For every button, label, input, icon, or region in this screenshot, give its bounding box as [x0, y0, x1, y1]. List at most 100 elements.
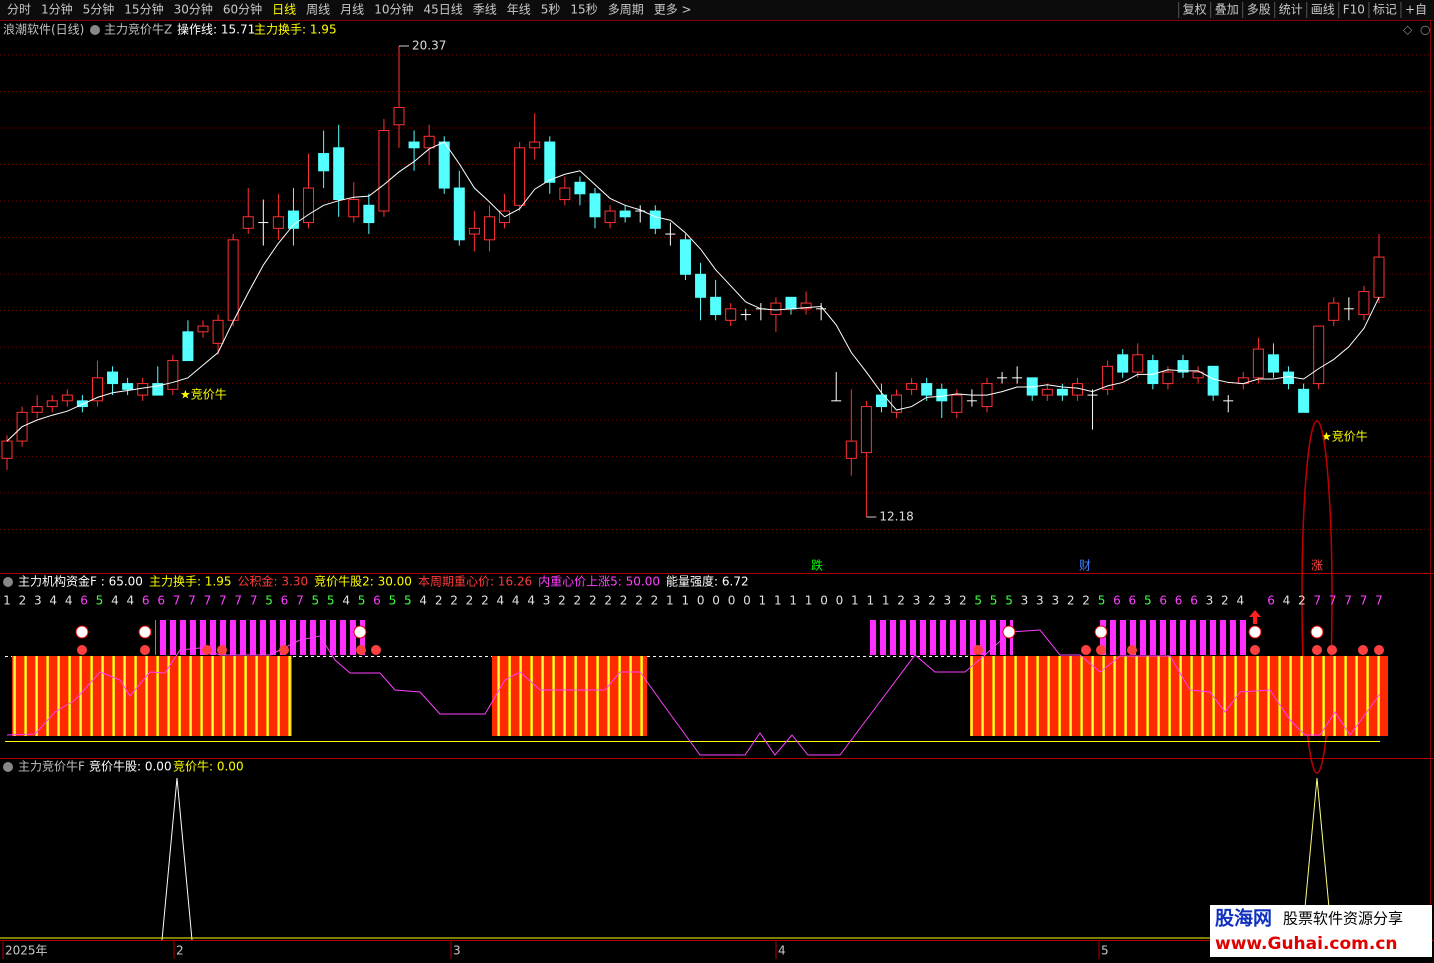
tab[interactable]: 季线: [473, 3, 497, 17]
digit: 1: [3, 594, 11, 608]
tab[interactable]: 更多 >: [654, 3, 692, 17]
body: [860, 406, 872, 454]
digit: 4: [111, 594, 119, 608]
body: [453, 187, 465, 241]
tab[interactable]: 15秒: [570, 3, 597, 17]
digit: 0: [820, 594, 828, 608]
body: [46, 400, 58, 408]
tab[interactable]: 多周期: [608, 3, 644, 17]
tool-button[interactable]: 统计: [1279, 3, 1303, 17]
digit: 2: [1067, 594, 1075, 608]
tab[interactable]: 30分钟: [174, 2, 213, 17]
body: [272, 216, 284, 229]
x-label: 4: [778, 944, 786, 958]
digit: 2: [635, 594, 643, 608]
body: [483, 216, 495, 241]
tab[interactable]: 分时: [7, 3, 31, 17]
tab[interactable]: 15分钟: [124, 2, 163, 17]
min-label: 12.18: [879, 510, 913, 524]
ball-icon: [1374, 645, 1384, 655]
icon: [3, 762, 13, 772]
magenta-bars: [1097, 620, 1247, 655]
up-arrow: [1249, 610, 1261, 624]
body: [1252, 348, 1264, 379]
tab[interactable]: 60分钟: [223, 2, 262, 17]
digit: 2: [651, 594, 659, 608]
digit: 6: [157, 594, 165, 608]
body: [363, 204, 375, 224]
digit: 2: [1221, 594, 1229, 608]
value-label: 竞价牛股: 0.00: [89, 759, 172, 774]
tab[interactable]: 1分钟: [41, 2, 73, 17]
ball-icon: [202, 645, 212, 655]
body: [1162, 371, 1174, 385]
signal-label: ★竞价牛: [180, 387, 227, 402]
digit: 6: [1190, 594, 1198, 608]
marker: 财: [1079, 559, 1091, 573]
body: [649, 210, 661, 229]
body: [348, 199, 360, 218]
candles: 20.37 12.18: [1, 39, 1385, 524]
marker: 涨: [1311, 558, 1323, 573]
spike: [1301, 777, 1333, 941]
highlight-ellipse: [1301, 420, 1333, 774]
watermark-url: www.Guhai.com.cn: [1215, 934, 1398, 954]
digit: 4: [527, 594, 535, 608]
body: [212, 319, 224, 344]
watermark-slogan: 股票软件资源分享: [1283, 910, 1403, 928]
tab[interactable]: 年线: [507, 3, 531, 17]
tab[interactable]: 45日线: [423, 3, 462, 17]
digit: 7: [219, 594, 227, 608]
body: [378, 130, 390, 212]
tool-button[interactable]: F10: [1343, 3, 1365, 17]
tool-button[interactable]: 复权: [1183, 3, 1207, 17]
digit: 2: [604, 594, 612, 608]
digit: 4: [65, 594, 73, 608]
tool-button[interactable]: 画线: [1311, 3, 1335, 17]
tool-button[interactable]: +自: [1405, 3, 1427, 17]
tab[interactable]: 5分钟: [83, 2, 115, 17]
digit: 5: [1144, 594, 1152, 608]
header-item: 竞价牛股2: 30.00: [314, 574, 412, 589]
body: [710, 296, 722, 316]
digit: 1: [681, 594, 689, 608]
tool-button[interactable]: 标记: [1373, 3, 1397, 17]
body: [107, 371, 119, 385]
digit: 5: [404, 594, 412, 608]
digit: 4: [49, 594, 57, 608]
digit: 1: [866, 594, 874, 608]
digit: 6: [373, 594, 381, 608]
tab[interactable]: 周线: [306, 3, 330, 17]
body: [61, 394, 73, 402]
body: [785, 296, 797, 310]
ball-icon: [77, 645, 87, 655]
tab[interactable]: 月线: [340, 3, 364, 17]
body: [318, 153, 330, 172]
tab[interactable]: 10分钟: [374, 2, 413, 17]
hot-zone: [12, 656, 292, 736]
body: [845, 440, 857, 459]
digit: 0: [712, 594, 720, 608]
digit: 6: [1159, 594, 1167, 608]
digit: 3: [913, 594, 921, 608]
header-item: 能量强度: 6.72: [666, 574, 749, 589]
digit: 4: [419, 594, 427, 608]
body: [906, 383, 918, 390]
tool-button[interactable]: 多股: [1247, 3, 1271, 17]
digit: 6: [1129, 594, 1137, 608]
indicator-name: 主力竞价牛Z: [104, 22, 172, 37]
digit: 3: [944, 594, 952, 608]
tab[interactable]: 5秒: [541, 3, 561, 17]
digit: 2: [466, 594, 474, 608]
body: [393, 107, 405, 126]
watermark-brand: 股海网: [1215, 907, 1272, 930]
tool-button[interactable]: 叠加: [1215, 3, 1239, 17]
body: [333, 147, 345, 201]
hot-zone: [970, 656, 1388, 736]
panel2-header: 主力机构资金F : 65.00 主力换手: 1.95 公积金: 3.30 竞价牛股2:…: [18, 574, 749, 589]
body: [1328, 302, 1340, 321]
digit: 2: [1082, 594, 1090, 608]
body: [137, 383, 149, 396]
tab[interactable]: 日线: [272, 3, 296, 17]
